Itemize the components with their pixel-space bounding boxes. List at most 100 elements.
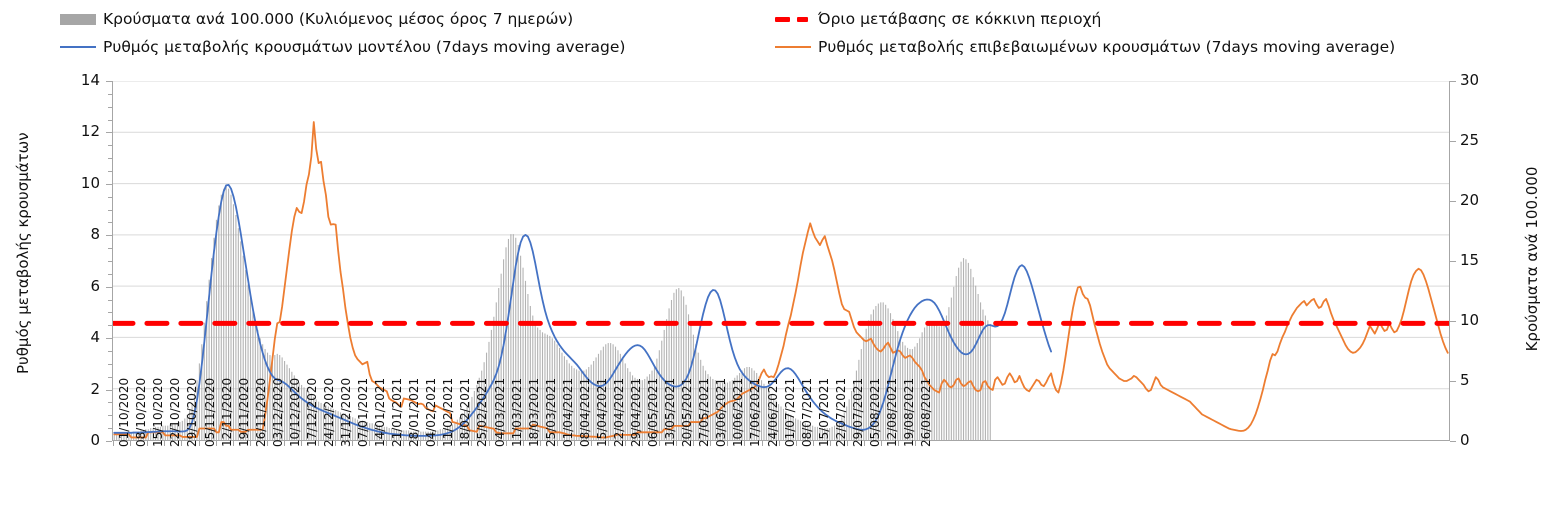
axis-tick-mark xyxy=(420,441,422,446)
axis-tick-mark xyxy=(693,441,695,446)
y-axis-left-tick-label: 6 xyxy=(90,276,100,295)
blue-line-icon xyxy=(60,46,96,48)
axis-tick-mark xyxy=(106,338,112,340)
axis-tick-mark xyxy=(108,376,112,378)
axis-tick-mark xyxy=(198,441,200,446)
x-axis-tick-label: 04/03/2021 xyxy=(492,377,507,447)
x-axis-tick-label: 11/02/2021 xyxy=(441,377,456,447)
axis-tick-mark xyxy=(369,441,371,446)
gridlines xyxy=(113,81,1449,390)
axis-tick-mark xyxy=(1450,201,1456,202)
legend-item-cases-per-100k[interactable]: Κρούσματα ανά 100.000 (Κυλιόμενος μέσος … xyxy=(60,8,573,30)
x-axis-tick-label: 18/03/2021 xyxy=(526,377,541,447)
axis-tick-mark xyxy=(573,441,575,446)
axis-tick-mark xyxy=(106,183,112,185)
x-axis-tick-label: 20/05/2021 xyxy=(680,377,695,447)
x-axis-tick-label: 15/07/2021 xyxy=(816,377,831,447)
axis-tick-mark xyxy=(232,441,234,446)
x-axis-tick-label: 12/11/2020 xyxy=(219,377,234,447)
x-axis-tick-label: 19/08/2021 xyxy=(901,377,916,447)
axis-tick-mark xyxy=(108,93,112,95)
axis-tick-mark xyxy=(590,441,592,446)
x-axis-tick-label: 27/05/2021 xyxy=(697,377,712,447)
axis-tick-mark xyxy=(915,441,917,446)
axis-tick-mark xyxy=(108,119,112,121)
axis-tick-mark xyxy=(108,222,112,224)
x-axis-tick-label: 31/12/2020 xyxy=(339,377,353,447)
axis-tick-mark xyxy=(108,415,112,417)
x-axis-tick-label: 17/06/2021 xyxy=(748,377,763,447)
axis-tick-mark xyxy=(607,441,609,446)
axis-tick-mark xyxy=(710,441,712,446)
y-axis-left-tick-label: 10 xyxy=(80,173,100,192)
x-axis-tick-label: 22/10/2020 xyxy=(168,377,183,447)
axis-tick-mark xyxy=(522,441,524,446)
x-axis-tick-label: 01/07/2021 xyxy=(782,377,797,447)
legend-label-confirmed-rate: Ρυθμός μεταβολής επιβεβαιωμένων κρουσμάτ… xyxy=(818,38,1396,56)
x-axis-tick-label: 08/10/2020 xyxy=(134,377,149,447)
axis-tick-mark xyxy=(1450,141,1456,142)
legend-item-model-rate[interactable]: Ρυθμός μεταβολής κρουσμάτων μοντέλου (7d… xyxy=(60,36,625,58)
axis-tick-mark xyxy=(1450,441,1456,442)
axis-tick-mark xyxy=(556,441,558,446)
x-axis-tick-label: 12/08/2021 xyxy=(884,377,899,447)
y-axis-right-tick-label: 15 xyxy=(1460,251,1480,269)
axis-tick-mark xyxy=(744,441,746,446)
axis-tick-mark xyxy=(283,441,285,446)
axis-tick-mark xyxy=(659,441,661,446)
x-axis-tick-label: 05/11/2020 xyxy=(202,377,217,447)
axis-tick-mark xyxy=(108,261,112,262)
axis-tick-mark xyxy=(642,441,644,446)
line-series-model-rate xyxy=(113,183,1053,437)
x-axis-tick-label: 29/10/2020 xyxy=(185,377,200,447)
x-axis-tick-label: 29/07/2021 xyxy=(850,377,865,447)
x-axis-tick-label: 14/01/2021 xyxy=(373,377,388,447)
axis-tick-mark xyxy=(488,441,490,446)
axis-tick-mark xyxy=(1450,81,1456,82)
x-axis-tick-label: 29/04/2021 xyxy=(629,377,644,447)
axis-tick-mark xyxy=(795,441,797,446)
axis-tick-mark xyxy=(108,402,112,404)
axis-tick-mark xyxy=(761,441,763,446)
axis-tick-mark xyxy=(505,441,507,446)
x-axis-tick-label: 26/08/2021 xyxy=(919,377,934,447)
y-axis-left-tick-label: 8 xyxy=(90,225,100,244)
x-axis-tick-label: 08/04/2021 xyxy=(577,377,592,447)
legend-item-confirmed-rate[interactable]: Ρυθμός μεταβολής επιβεβαιωμένων κρουσμάτ… xyxy=(775,36,1395,58)
y-axis-right-tick-label: 0 xyxy=(1460,431,1470,449)
axis-tick-mark xyxy=(113,441,115,446)
axis-tick-mark xyxy=(829,441,831,446)
y-axis-right-tick-label: 25 xyxy=(1460,131,1480,149)
axis-tick-mark xyxy=(108,312,112,314)
axis-tick-mark xyxy=(846,441,848,446)
legend-label-model-rate: Ρυθμός μεταβολής κρουσμάτων μοντέλου (7d… xyxy=(103,38,626,56)
y-axis-left-tick-label: 4 xyxy=(90,328,100,347)
axis-tick-mark xyxy=(300,441,302,446)
legend-item-red-threshold[interactable]: Όριο μετάβασης σε κόκκινη περιοχή xyxy=(775,8,1101,30)
axis-tick-mark xyxy=(249,441,251,446)
x-axis-tick-label: 05/08/2021 xyxy=(867,377,882,447)
axis-tick-mark xyxy=(108,145,112,147)
axis-tick-mark xyxy=(880,441,882,446)
axis-tick-mark xyxy=(164,441,166,446)
y-axis-left-tick-label: 0 xyxy=(90,431,100,449)
x-axis-tick-label: 25/03/2021 xyxy=(543,377,558,447)
axis-tick-mark xyxy=(1450,261,1456,262)
orange-line-icon xyxy=(775,46,811,48)
x-axis-tick-label: 22/04/2021 xyxy=(611,377,626,447)
axis-tick-mark xyxy=(106,81,112,82)
axis-tick-mark xyxy=(130,441,132,446)
axis-tick-mark xyxy=(676,441,678,446)
y-axis-left-title: Ρυθμός μεταβολής κρουσμάτων xyxy=(14,132,32,374)
axis-tick-mark xyxy=(897,441,899,446)
axis-tick-mark xyxy=(181,441,183,446)
axis-tick-mark xyxy=(727,441,729,446)
x-axis-tick-label: 03/06/2021 xyxy=(714,377,729,447)
axis-tick-mark xyxy=(147,441,149,446)
axis-tick-mark xyxy=(108,248,112,250)
axis-tick-mark xyxy=(108,158,112,160)
axis-tick-mark xyxy=(437,441,439,446)
x-axis-tick-label: 07/01/2021 xyxy=(356,377,371,447)
line-series-confirmed-rate xyxy=(113,121,1449,439)
axis-tick-mark xyxy=(108,351,112,352)
